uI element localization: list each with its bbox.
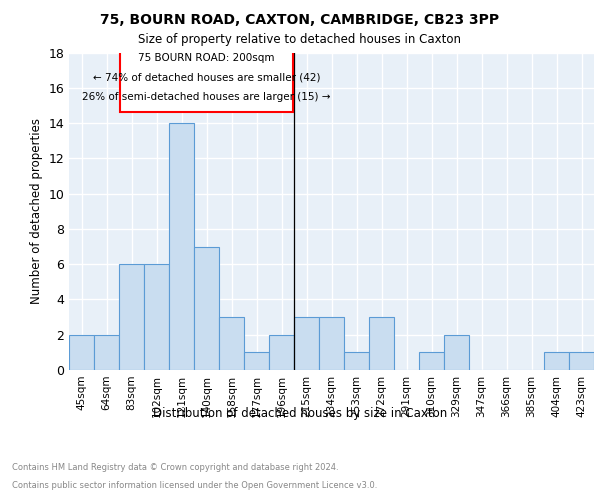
- Bar: [294, 317, 319, 370]
- Bar: [544, 352, 569, 370]
- Text: 26% of semi-detached houses are larger (15) →: 26% of semi-detached houses are larger (…: [82, 92, 331, 102]
- Text: Distribution of detached houses by size in Caxton: Distribution of detached houses by size …: [153, 408, 447, 420]
- Bar: [169, 123, 194, 370]
- Text: Contains public sector information licensed under the Open Government Licence v3: Contains public sector information licen…: [12, 481, 377, 490]
- Bar: [444, 334, 469, 370]
- Bar: [219, 317, 244, 370]
- Bar: [344, 352, 369, 370]
- Bar: [569, 352, 594, 370]
- Bar: [94, 334, 119, 370]
- Bar: [319, 317, 344, 370]
- Bar: [369, 317, 394, 370]
- Bar: [269, 334, 294, 370]
- Text: ← 74% of detached houses are smaller (42): ← 74% of detached houses are smaller (42…: [93, 72, 320, 83]
- Text: Size of property relative to detached houses in Caxton: Size of property relative to detached ho…: [139, 32, 461, 46]
- Y-axis label: Number of detached properties: Number of detached properties: [30, 118, 43, 304]
- Bar: [194, 246, 219, 370]
- Bar: [244, 352, 269, 370]
- Text: 75, BOURN ROAD, CAXTON, CAMBRIDGE, CB23 3PP: 75, BOURN ROAD, CAXTON, CAMBRIDGE, CB23 …: [100, 12, 500, 26]
- FancyBboxPatch shape: [120, 46, 293, 112]
- Bar: [69, 334, 94, 370]
- Text: 75 BOURN ROAD: 200sqm: 75 BOURN ROAD: 200sqm: [138, 54, 275, 64]
- Text: Contains HM Land Registry data © Crown copyright and database right 2024.: Contains HM Land Registry data © Crown c…: [12, 462, 338, 471]
- Bar: [144, 264, 169, 370]
- Bar: [119, 264, 144, 370]
- Bar: [419, 352, 444, 370]
